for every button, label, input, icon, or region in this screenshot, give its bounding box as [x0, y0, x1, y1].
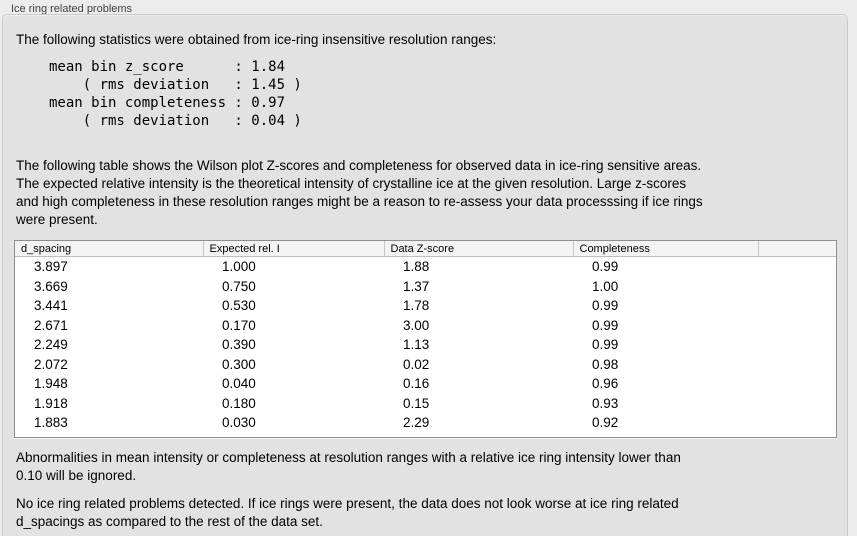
cell-expected-rel-i: 0.170 — [222, 317, 256, 333]
cell-completeness: 0.99 — [592, 259, 619, 274]
cell-expected-rel-i: 0.030 — [222, 415, 256, 430]
table-row[interactable]: 1.948 0.040 0.16 0.96 — [15, 374, 836, 394]
cell-expected-rel-i: 0.180 — [222, 395, 256, 411]
cell-completeness: 0.99 — [592, 317, 619, 333]
table-row[interactable]: 3.897 1.000 1.88 0.99 — [15, 257, 836, 277]
table-row[interactable]: 2.249 0.390 1.13 0.99 — [15, 335, 836, 355]
cell-data-z-score: 2.29 — [403, 415, 430, 430]
table-row[interactable]: 1.883 0.030 2.29 0.92 — [15, 413, 836, 433]
ice-ring-table: d_spacing Expected rel. I Data Z-score C… — [14, 240, 837, 438]
cell-completeness: 0.93 — [592, 395, 619, 411]
table-row[interactable]: 3.669 0.750 1.37 1.00 — [15, 277, 836, 297]
cell-d-spacing: 2.671 — [34, 317, 68, 333]
cell-expected-rel-i: 0.750 — [222, 278, 256, 294]
cell-d-spacing: 1.918 — [34, 395, 68, 411]
cell-data-z-score: 0.02 — [403, 356, 430, 372]
table-row[interactable]: 1.918 0.180 0.15 0.93 — [15, 394, 836, 414]
summary-stats-block: mean bin z_score : 1.84 ( rms deviation … — [49, 59, 302, 129]
cell-data-z-score: 1.78 — [403, 298, 430, 313]
cell-expected-rel-i: 0.530 — [222, 298, 256, 313]
cell-completeness: 0.96 — [592, 376, 619, 391]
footnote-text: Abnormalities in mean intensity or compl… — [16, 450, 681, 483]
column-header-completeness[interactable]: Completeness — [573, 241, 759, 257]
cell-d-spacing: 3.441 — [34, 298, 68, 313]
cell-expected-rel-i: 1.000 — [222, 259, 256, 274]
cell-d-spacing: 3.669 — [34, 278, 68, 294]
column-header-empty — [758, 241, 836, 257]
intro-text: The following statistics were obtained f… — [16, 32, 497, 47]
cell-data-z-score: 3.00 — [403, 317, 430, 333]
cell-completeness: 0.99 — [592, 298, 619, 313]
cell-completeness: 1.00 — [592, 278, 619, 294]
column-header-data-z-score[interactable]: Data Z-score — [384, 241, 574, 257]
cell-d-spacing: 2.072 — [34, 356, 68, 372]
cell-data-z-score: 1.37 — [403, 278, 430, 294]
cell-expected-rel-i: 0.390 — [222, 337, 256, 352]
cell-completeness: 0.99 — [592, 337, 619, 352]
conclusion-text: No ice ring related problems detected. I… — [16, 496, 679, 529]
cell-d-spacing: 2.249 — [34, 337, 68, 352]
table-row[interactable]: 2.671 0.170 3.00 0.99 — [15, 316, 836, 336]
ice-ring-list-control: d_spacing Expected rel. I Data Z-score C… — [15, 241, 836, 433]
column-header-expected-rel-i[interactable]: Expected rel. I — [203, 241, 385, 257]
cell-d-spacing: 1.948 — [34, 376, 68, 391]
cell-data-z-score: 1.13 — [403, 337, 430, 352]
column-header-d-spacing[interactable]: d_spacing — [15, 241, 204, 257]
group-box-title: Ice ring related problems — [11, 3, 133, 15]
table-row[interactable]: 2.072 0.300 0.02 0.98 — [15, 355, 836, 375]
cell-d-spacing: 3.897 — [34, 259, 68, 274]
table-header-row: d_spacing Expected rel. I Data Z-score C… — [15, 241, 836, 257]
cell-data-z-score: 0.16 — [403, 376, 430, 391]
cell-data-z-score: 0.15 — [403, 395, 430, 411]
cell-expected-rel-i: 0.040 — [222, 376, 256, 391]
cell-completeness: 0.98 — [592, 356, 619, 372]
table-row[interactable]: 3.441 0.530 1.78 0.99 — [15, 296, 836, 316]
cell-completeness: 0.92 — [592, 415, 619, 430]
cell-data-z-score: 1.88 — [403, 259, 430, 274]
table-description: The following table shows the Wilson plo… — [16, 158, 703, 227]
cell-expected-rel-i: 0.300 — [222, 356, 256, 372]
cell-d-spacing: 1.883 — [34, 415, 68, 430]
